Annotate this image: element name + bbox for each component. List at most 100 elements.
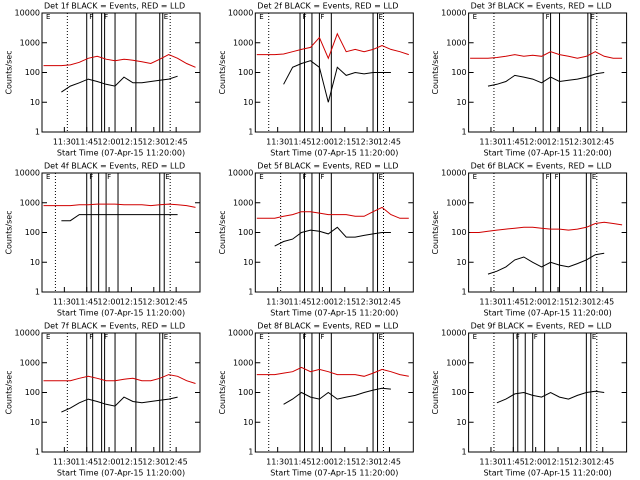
- x-tick-label: 11:45: [502, 138, 525, 147]
- x-tick-label: 12:15: [547, 138, 570, 147]
- flag-label: E: [590, 13, 594, 21]
- panel: Det 7f BLACK = Events, RED = LLD Start Ti…: [5, 322, 201, 478]
- chart-title: Det 1f BLACK = Events, RED = LLD: [44, 2, 185, 11]
- y-axis-label: Counts/sec: [218, 370, 227, 414]
- y-tick-label: 10: [30, 258, 40, 267]
- x-tick-label: 11:45: [288, 138, 311, 147]
- y-tick-label: 1000: [233, 198, 253, 207]
- x-tick-label: 12:45: [378, 458, 401, 467]
- flag-label: F: [107, 173, 111, 181]
- data-line: [487, 252, 605, 275]
- x-tick-label: 12:30: [356, 138, 379, 147]
- x-tick-label: 12:00: [311, 458, 334, 467]
- x-tick-label: 12:15: [333, 138, 356, 147]
- y-tick-label: 10: [243, 258, 253, 267]
- flag-label: E: [46, 333, 50, 341]
- flag-label: F: [89, 13, 93, 21]
- x-axis-label: Start Time (07-Apr-15 11:20:00): [483, 309, 611, 318]
- flag-label: F: [104, 13, 108, 21]
- panel: Det 3f BLACK = Events, RED = LLD Start Ti…: [431, 2, 628, 158]
- data-line: [470, 51, 623, 59]
- y-tick-label: 10000: [228, 9, 253, 18]
- y-tick-label: 1000: [446, 38, 466, 47]
- y-tick-label: 100: [25, 68, 40, 77]
- flag-label: E: [164, 333, 168, 341]
- y-tick-label: 100: [451, 228, 466, 237]
- x-tick-label: 12:45: [165, 298, 188, 307]
- chart-title: Det 6f BLACK = Events, RED = LLD: [471, 162, 612, 171]
- y-tick-label: 1: [35, 128, 40, 137]
- y-tick-label: 100: [451, 388, 466, 397]
- y-tick-label: 10000: [15, 329, 40, 338]
- panel: Det 2f BLACK = Events, RED = LLD Start Ti…: [218, 2, 414, 158]
- data-line: [43, 203, 196, 208]
- panel: Det 6f BLACK = Events, RED = LLD Start Ti…: [431, 162, 628, 318]
- x-tick-label: 12:30: [142, 138, 165, 147]
- x-tick-label: 12:30: [142, 458, 165, 467]
- x-tick-label: 12:45: [591, 458, 614, 467]
- x-tick-label: 12:45: [165, 458, 188, 467]
- x-tick-label: 12:00: [98, 458, 121, 467]
- flag-label: E: [259, 333, 263, 341]
- x-tick-label: 11:30: [53, 138, 76, 147]
- x-axis-label: Start Time (07-Apr-15 11:20:00): [483, 469, 611, 478]
- y-tick-label: 10: [456, 418, 466, 427]
- flag-label: F: [555, 173, 559, 181]
- y-tick-label: 100: [238, 228, 253, 237]
- y-tick-label: 1000: [233, 358, 253, 367]
- chart-title: Det 4f BLACK = Events, RED = LLD: [44, 162, 185, 171]
- x-tick-label: 11:45: [502, 298, 525, 307]
- flag-label: F: [303, 333, 307, 341]
- x-tick-label: 11:30: [266, 298, 289, 307]
- x-tick-label: 11:30: [479, 298, 502, 307]
- data-line: [43, 54, 196, 68]
- y-tick-label: 100: [451, 68, 466, 77]
- flag-label: E: [46, 173, 50, 181]
- flag-label: E: [46, 13, 50, 21]
- x-tick-label: 11:30: [53, 298, 76, 307]
- flag-label: F: [104, 333, 108, 341]
- x-tick-label: 11:45: [75, 298, 98, 307]
- x-tick-label: 12:00: [524, 298, 547, 307]
- y-axis-label: Counts/sec: [218, 210, 227, 254]
- y-axis-label: Counts/sec: [431, 370, 440, 414]
- x-tick-label: 12:00: [98, 138, 121, 147]
- y-tick-label: 10: [456, 98, 466, 107]
- flag-label: F: [546, 13, 550, 21]
- panel: Det 5f BLACK = Events, RED = LLD Start Ti…: [218, 162, 414, 318]
- y-tick-label: 100: [238, 68, 253, 77]
- flag-label: E: [259, 13, 263, 21]
- x-tick-label: 12:45: [165, 138, 188, 147]
- flag-label: E: [379, 333, 383, 341]
- x-tick-label: 12:45: [378, 298, 401, 307]
- y-tick-label: 10: [30, 418, 40, 427]
- data-line: [256, 206, 409, 219]
- x-tick-label: 12:45: [591, 298, 614, 307]
- y-tick-label: 1: [248, 288, 253, 297]
- flag-label: E: [592, 333, 596, 341]
- y-tick-label: 100: [25, 228, 40, 237]
- y-tick-label: 10: [456, 258, 466, 267]
- chart-title: Det 7f BLACK = Events, RED = LLD: [44, 322, 185, 331]
- flag-label: F: [303, 13, 307, 21]
- panel: Det 9f BLACK = Events, RED = LLD Start Ti…: [431, 322, 628, 478]
- chart-title: Det 8f BLACK = Events, RED = LLD: [257, 322, 398, 331]
- y-axis-label: Counts/sec: [218, 50, 227, 94]
- flag-label: F: [320, 333, 324, 341]
- y-tick-label: 10000: [441, 169, 466, 178]
- data-line: [487, 72, 605, 87]
- x-tick-label: 12:00: [524, 458, 547, 467]
- x-tick-label: 11:30: [53, 458, 76, 467]
- flag-label: F: [546, 173, 550, 181]
- x-axis-label: Start Time (07-Apr-15 11:20:00): [270, 469, 398, 478]
- x-tick-label: 12:15: [333, 458, 356, 467]
- data-line: [43, 374, 196, 384]
- x-tick-label: 11:30: [479, 138, 502, 147]
- x-tick-label: 12:45: [591, 138, 614, 147]
- x-tick-label: 11:45: [502, 458, 525, 467]
- data-line: [470, 221, 623, 233]
- x-tick-label: 12:15: [547, 458, 570, 467]
- flag-label: E: [473, 173, 477, 181]
- x-tick-label: 12:00: [311, 138, 334, 147]
